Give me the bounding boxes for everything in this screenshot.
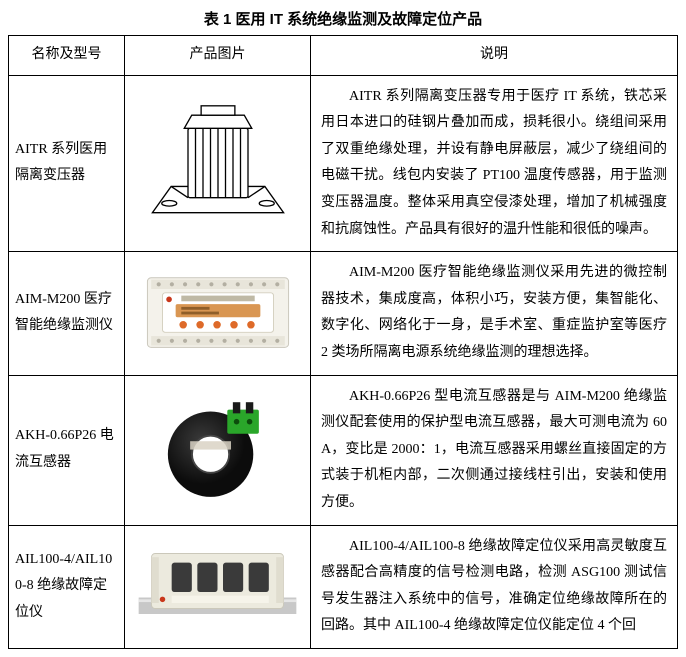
- product-image-cell: [125, 252, 311, 375]
- fault-locator-icon: [131, 532, 304, 642]
- col-header-name: 名称及型号: [9, 36, 125, 76]
- table-header-row: 名称及型号 产品图片 说明: [9, 36, 678, 76]
- product-desc: AKH-0.66P26 型电流互感器是与 AIM-M200 绝缘监测仪配套使用的…: [311, 375, 678, 525]
- current-transformer-icon: [131, 390, 304, 510]
- product-name: AITR 系列医用隔离变压器: [9, 75, 125, 252]
- table-row: AIM-M200 医疗智能绝缘监测仪: [9, 252, 678, 375]
- product-name: AIL100-4/AIL100-8 绝缘故障定位仪: [9, 525, 125, 648]
- col-header-desc: 说明: [311, 36, 678, 76]
- product-image-cell: [125, 75, 311, 252]
- product-desc: AITR 系列隔离变压器专用于医疗 IT 系统，铁芯采用日本进口的硅钢片叠加而成…: [311, 75, 678, 252]
- table-title: 表 1 医用 IT 系统绝缘监测及故障定位产品: [8, 8, 678, 29]
- col-header-image: 产品图片: [125, 36, 311, 76]
- product-desc: AIM-M200 医疗智能绝缘监测仪采用先进的微控制器技术，集成度高，体积小巧，…: [311, 252, 678, 375]
- monitor-module-icon: [131, 263, 304, 363]
- product-image-cell: [125, 375, 311, 525]
- table-row: AITR 系列医用隔离变压器: [9, 75, 678, 252]
- product-image-cell: [125, 525, 311, 648]
- transformer-icon: [131, 83, 304, 243]
- product-name: AKH-0.66P26 电流互感器: [9, 375, 125, 525]
- product-name: AIM-M200 医疗智能绝缘监测仪: [9, 252, 125, 375]
- product-table: 名称及型号 产品图片 说明 AITR 系列医用隔离变压器: [8, 35, 678, 649]
- product-desc: AIL100-4/AIL100-8 绝缘故障定位仪采用高灵敏度互感器配合高精度的…: [311, 525, 678, 648]
- table-row: AIL100-4/AIL100-8 绝缘故障定位仪: [9, 525, 678, 648]
- table-row: AKH-0.66P26 电流互感器: [9, 375, 678, 525]
